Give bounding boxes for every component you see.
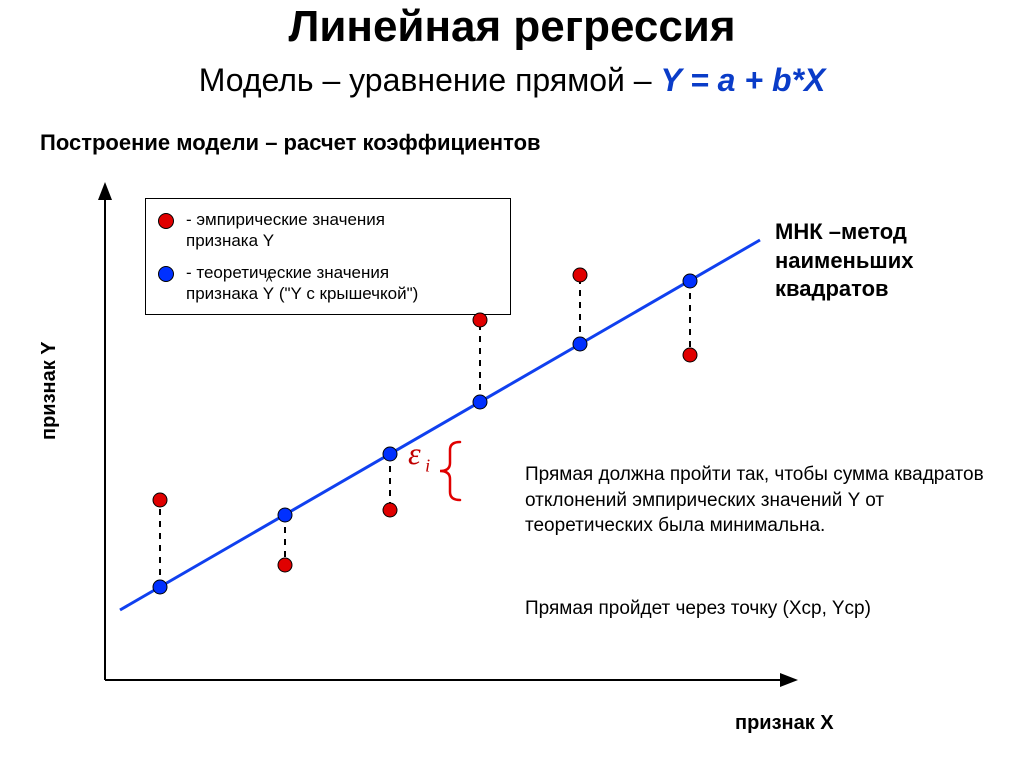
subtitle: Модель – уравнение прямой – Y = a + b*X — [0, 62, 1024, 99]
y-axis-label: признак Y — [38, 341, 61, 440]
regression-chart — [60, 180, 820, 710]
subtitle-prefix: Модель – уравнение прямой – — [199, 62, 661, 98]
page-title: Линейная регрессия — [0, 2, 1024, 52]
x-axis-label: признак X — [735, 712, 834, 735]
equation: Y = a + b*X — [660, 62, 825, 98]
section-heading: Построение модели – расчет коэффициентов — [40, 130, 541, 156]
slide: { "title": "Линейная регрессия", "subtit… — [0, 0, 1024, 768]
